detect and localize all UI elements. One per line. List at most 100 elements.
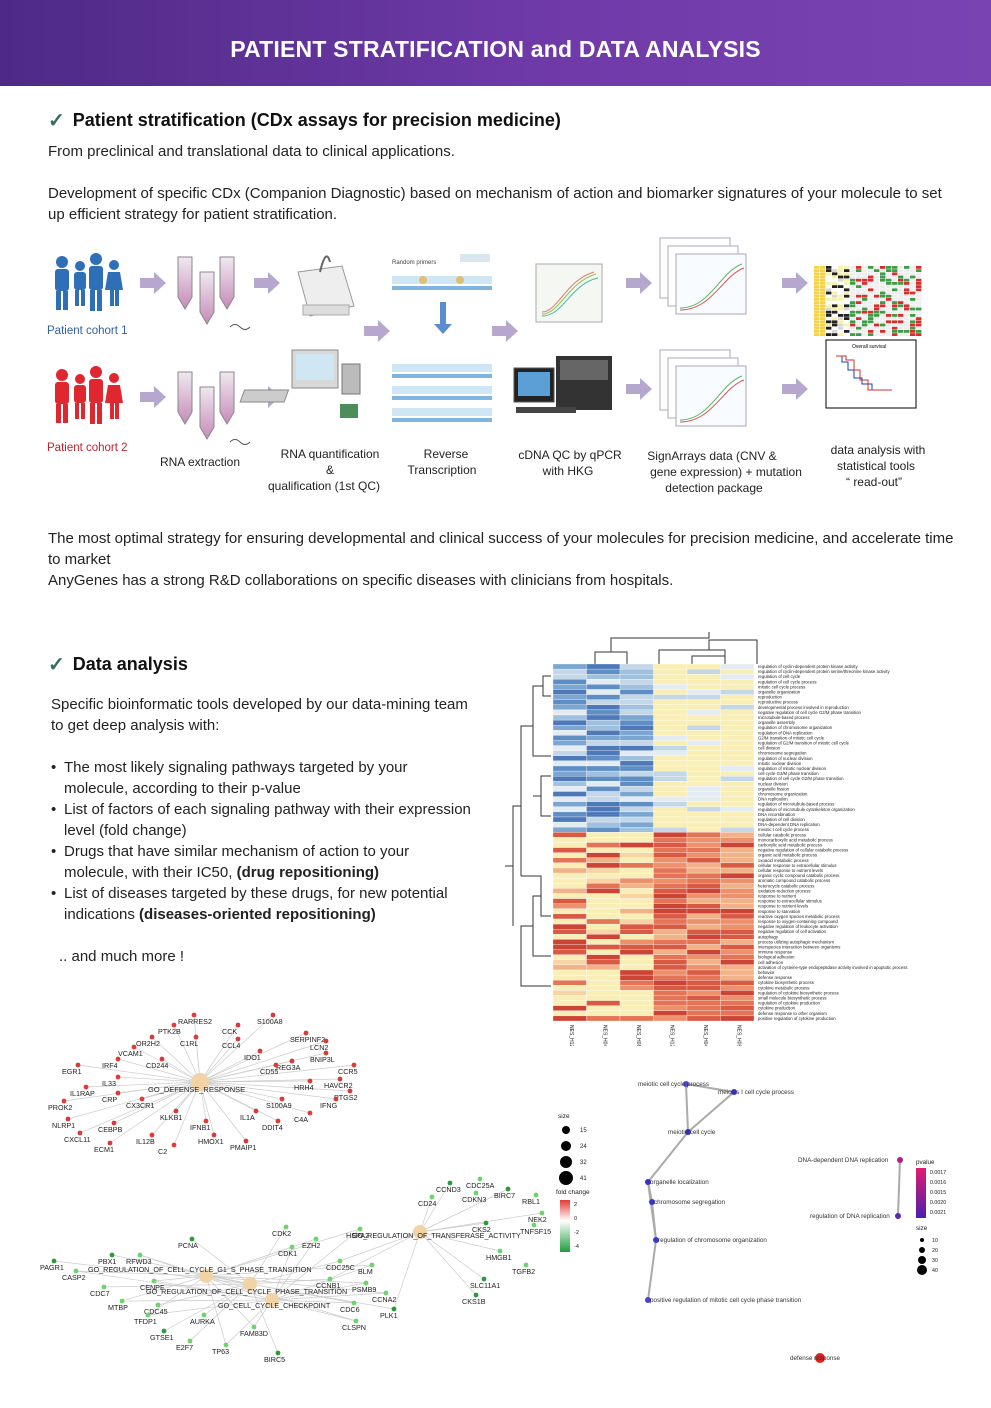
mutation-cell — [886, 298, 892, 301]
heatmap-cell — [686, 740, 721, 746]
gene-node — [429, 1194, 435, 1200]
mutation-cell — [838, 317, 844, 320]
gene-node — [497, 1248, 503, 1254]
bullet-item: Drugs that have similar mechanism of act… — [51, 841, 471, 883]
mutation-cell — [820, 330, 826, 333]
heatmap-cell — [586, 770, 621, 777]
mutation-cell — [898, 326, 904, 330]
mutation-cell — [892, 278, 898, 282]
heatmap-row-label: microtubule-based process — [758, 715, 810, 720]
heatmap-cell — [619, 725, 654, 731]
gene-label: PLK1 — [380, 1311, 398, 1320]
mutation-cell — [856, 298, 862, 301]
heatmap-cell — [619, 791, 654, 797]
mutation-cell — [832, 323, 838, 327]
heatmap-cell — [552, 832, 587, 838]
description-text: Development of specific CDx (Companion D… — [48, 185, 942, 223]
heatmap-cell — [720, 923, 755, 930]
gene-label: BIRC5 — [264, 1355, 285, 1364]
mutation-cell — [886, 285, 892, 288]
mutation-cell — [862, 310, 868, 314]
gene-node — [211, 1132, 217, 1138]
heatmap-cell — [720, 903, 755, 909]
pathway-edge — [647, 1239, 657, 1301]
gene-label: C4A — [294, 1115, 308, 1124]
gene-label: IDO1 — [244, 1053, 261, 1062]
mutation-cell — [892, 285, 898, 288]
heatmap-cell — [720, 821, 755, 828]
mutation-cell — [850, 266, 856, 269]
qpcr-instrument-icon — [513, 356, 612, 413]
heatmap-cell — [720, 750, 755, 756]
mutation-cell — [814, 278, 820, 282]
heatmap-cell — [586, 689, 621, 695]
mutation-cell — [880, 275, 886, 279]
mutation-cell — [814, 307, 820, 311]
mutation-cell — [862, 333, 868, 336]
gene-node — [159, 1056, 165, 1062]
gene-node — [337, 1076, 343, 1082]
heatmap-row-label: cellular response to extracellular stimu… — [758, 863, 837, 868]
heatmap-cell — [552, 918, 587, 925]
heatmap-cell — [586, 663, 621, 670]
mutation-cell — [844, 320, 850, 324]
heatmap-cell — [686, 995, 721, 1001]
heatmap-cell — [552, 995, 587, 1001]
heatmap-cell — [653, 719, 688, 726]
gene-label: NEK2 — [528, 1215, 547, 1224]
heatmap-row-label: cell cycle G2/M phase transition — [758, 771, 819, 776]
mutation-cell — [904, 298, 910, 301]
network-edge — [271, 1264, 373, 1301]
heatmap-cell — [586, 857, 621, 864]
heatmap-cell — [720, 929, 755, 935]
heatmap-cell — [686, 699, 721, 705]
heatmap-cell — [653, 750, 688, 756]
mutation-cell — [880, 304, 886, 308]
gene-node — [270, 1012, 276, 1018]
heatmap-cell — [686, 719, 721, 726]
mutation-cell — [886, 323, 892, 327]
data-analysis-intro: Specific bioinformatic tools developed b… — [51, 696, 468, 734]
size-legend-label: 41 — [580, 1176, 587, 1182]
section-heading-data-analysis: ✓ Data analysis — [48, 654, 188, 675]
mutation-cell — [904, 314, 910, 317]
heatmap-cell — [686, 730, 721, 736]
gene-label: PTK2B — [158, 1027, 181, 1036]
mutation-cell — [874, 314, 880, 317]
mutation-cell — [892, 314, 898, 317]
heatmap-cell — [720, 980, 755, 986]
mutation-cell — [874, 323, 880, 327]
mutation-cell — [856, 269, 862, 272]
heatmap-cell — [619, 1005, 654, 1011]
heatmap-cell — [552, 730, 587, 736]
mutation-cell — [880, 272, 886, 276]
mutation-cell — [880, 291, 886, 295]
heatmap-row-label: regulation of cytokine biosynthetic proc… — [758, 990, 839, 995]
mutation-cell — [844, 333, 850, 336]
mutation-cell — [916, 269, 922, 272]
heatmap-cell — [686, 974, 721, 981]
mutation-cell — [892, 275, 898, 279]
mutation-cell — [868, 266, 874, 269]
pathway-edge — [647, 1131, 689, 1183]
heatmap-cell — [653, 1005, 688, 1011]
mutation-cell — [856, 333, 862, 336]
mutation-cell — [904, 330, 910, 333]
mutation-cell — [904, 310, 910, 314]
heatmap-row-label: chromosome organization — [758, 792, 808, 797]
heatmap-cell — [552, 974, 587, 981]
gene-label: LCN2 — [310, 1043, 328, 1052]
mutation-cell — [844, 278, 850, 282]
network-edge — [249, 1278, 331, 1285]
heatmap-cell — [720, 765, 755, 772]
mutation-cell — [814, 301, 820, 304]
gene-node — [101, 1284, 107, 1290]
heatmap-cell — [686, 857, 721, 864]
heatmap-cell — [686, 944, 721, 950]
heatmap-cell — [720, 730, 755, 736]
checkmark-icon: ✓ — [48, 109, 65, 132]
mutation-cell — [910, 294, 916, 298]
mutation-cell — [820, 298, 826, 301]
pvalue-legend-label: 0.0016 — [930, 1180, 946, 1186]
heatmap-row-label: regulation of cell cycle process — [758, 679, 817, 684]
